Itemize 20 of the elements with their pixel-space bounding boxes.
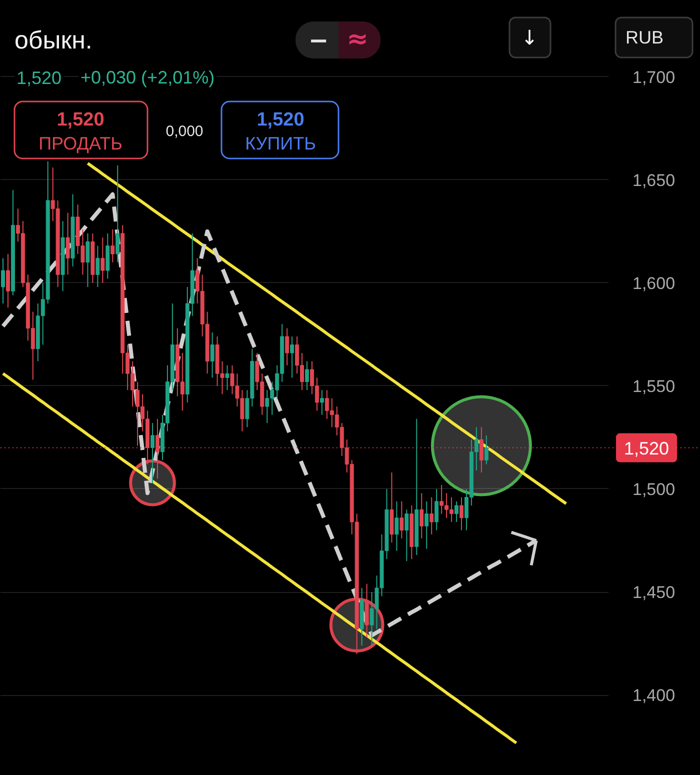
y-tick-label: 1,550 <box>632 376 676 396</box>
ref-line-label: 1,520 <box>624 438 670 458</box>
annotation: ≈ <box>346 24 368 54</box>
y-tick-label: 1,450 <box>632 583 676 602</box>
y-tick-label: 1,500 <box>632 480 676 499</box>
y-tick-label: 1,400 <box>632 686 676 706</box>
annotation: 1,520 <box>16 68 62 88</box>
annotation: 0,000 <box>166 123 204 140</box>
annotation: ПРОДАТЬ <box>38 134 122 154</box>
annotation: 1,520 <box>56 110 104 130</box>
y-tick-label: 1,700 <box>632 68 676 87</box>
y-tick-label: 1,600 <box>632 274 676 293</box>
text: RUB <box>626 28 664 48</box>
annotation: +0,030 (+2,01%) <box>80 68 215 88</box>
annotation: − <box>308 26 329 54</box>
y-tick-label: 1,650 <box>632 170 676 190</box>
annotation: ↓ <box>521 26 538 50</box>
annotation: КУПИТЬ <box>245 134 316 154</box>
text: обыкн. <box>14 26 92 54</box>
annotation: 1,520 <box>256 110 304 130</box>
